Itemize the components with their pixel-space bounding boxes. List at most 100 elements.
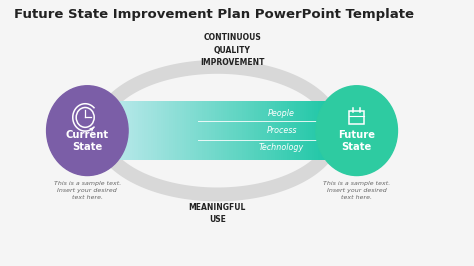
Polygon shape (126, 101, 128, 160)
Polygon shape (285, 101, 287, 160)
Polygon shape (287, 101, 290, 160)
Polygon shape (298, 101, 300, 160)
Polygon shape (124, 101, 126, 160)
Text: Future State Improvement Plan PowerPoint Template: Future State Improvement Plan PowerPoint… (14, 8, 413, 21)
Polygon shape (202, 101, 204, 160)
Polygon shape (201, 101, 202, 160)
Polygon shape (223, 101, 225, 160)
Polygon shape (107, 101, 109, 160)
Polygon shape (173, 101, 175, 160)
Polygon shape (231, 101, 234, 160)
Polygon shape (204, 101, 207, 160)
Text: Current
State: Current State (66, 130, 109, 152)
Polygon shape (101, 101, 103, 160)
Polygon shape (184, 101, 186, 160)
Text: Technology: Technology (259, 143, 304, 152)
Polygon shape (153, 101, 155, 160)
Text: This is a sample text.
Insert your desired
text here.: This is a sample text. Insert your desir… (323, 181, 391, 200)
Polygon shape (312, 101, 314, 160)
Polygon shape (304, 101, 306, 160)
Polygon shape (194, 101, 196, 160)
Polygon shape (142, 101, 144, 160)
Polygon shape (159, 101, 161, 160)
Polygon shape (155, 101, 157, 160)
Polygon shape (323, 101, 325, 160)
Polygon shape (119, 101, 121, 160)
Polygon shape (246, 101, 248, 160)
Polygon shape (92, 101, 94, 160)
Polygon shape (198, 101, 201, 160)
Polygon shape (180, 101, 182, 160)
Polygon shape (329, 101, 355, 160)
Text: Process: Process (266, 126, 297, 135)
Polygon shape (151, 101, 153, 160)
Polygon shape (236, 101, 237, 160)
Polygon shape (163, 101, 165, 160)
Polygon shape (146, 101, 148, 160)
Polygon shape (113, 101, 115, 160)
Polygon shape (196, 101, 198, 160)
Polygon shape (254, 101, 256, 160)
Polygon shape (134, 101, 136, 160)
Polygon shape (88, 101, 91, 160)
Polygon shape (165, 101, 167, 160)
Polygon shape (169, 101, 171, 160)
Polygon shape (308, 101, 310, 160)
Polygon shape (273, 101, 275, 160)
Polygon shape (91, 101, 92, 160)
Circle shape (316, 86, 398, 176)
Polygon shape (258, 101, 260, 160)
Polygon shape (103, 101, 105, 160)
Polygon shape (217, 101, 219, 160)
Polygon shape (130, 101, 132, 160)
Polygon shape (144, 101, 146, 160)
Polygon shape (161, 101, 163, 160)
Polygon shape (302, 101, 304, 160)
Polygon shape (263, 101, 264, 160)
Polygon shape (171, 101, 173, 160)
Polygon shape (177, 101, 180, 160)
Text: People: People (268, 109, 295, 118)
Polygon shape (186, 101, 188, 160)
Polygon shape (82, 101, 84, 160)
Polygon shape (136, 101, 138, 160)
Polygon shape (192, 101, 194, 160)
Polygon shape (320, 101, 323, 160)
Polygon shape (105, 101, 107, 160)
Polygon shape (292, 101, 293, 160)
Polygon shape (167, 101, 169, 160)
Polygon shape (279, 101, 281, 160)
Text: MEANINGFUL
USE: MEANINGFUL USE (189, 203, 246, 224)
Polygon shape (157, 101, 159, 160)
Text: Future
State: Future State (338, 130, 375, 152)
Polygon shape (115, 101, 118, 160)
Polygon shape (264, 101, 267, 160)
Polygon shape (225, 101, 227, 160)
Circle shape (46, 86, 128, 176)
Polygon shape (128, 101, 130, 160)
Polygon shape (314, 101, 316, 160)
Polygon shape (306, 101, 308, 160)
Polygon shape (213, 101, 215, 160)
Polygon shape (138, 101, 140, 160)
Polygon shape (275, 101, 277, 160)
Polygon shape (99, 101, 101, 160)
Polygon shape (207, 101, 209, 160)
Polygon shape (325, 101, 327, 160)
Polygon shape (227, 101, 229, 160)
Polygon shape (260, 101, 263, 160)
Polygon shape (271, 101, 273, 160)
Polygon shape (244, 101, 246, 160)
Polygon shape (175, 101, 177, 160)
Polygon shape (86, 101, 88, 160)
Polygon shape (118, 101, 119, 160)
Polygon shape (209, 101, 210, 160)
Polygon shape (319, 101, 320, 160)
Polygon shape (109, 101, 111, 160)
Polygon shape (219, 101, 221, 160)
Polygon shape (229, 101, 231, 160)
Polygon shape (310, 101, 312, 160)
Polygon shape (215, 101, 217, 160)
Polygon shape (248, 101, 250, 160)
Polygon shape (281, 101, 283, 160)
